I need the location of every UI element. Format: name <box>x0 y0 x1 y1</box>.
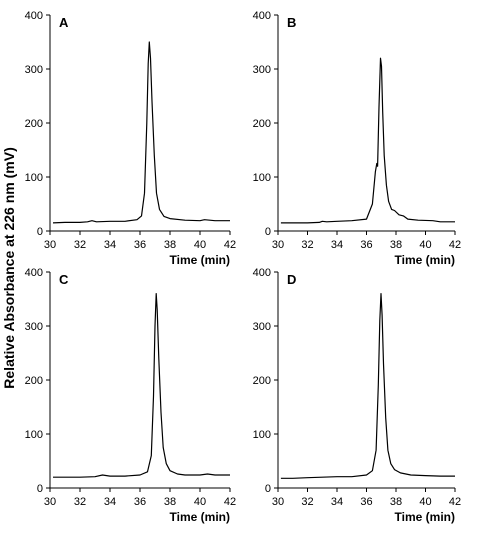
panel-a-x-tick-label: 38 <box>164 239 176 251</box>
panel-d-y-tick-label: 400 <box>253 267 271 279</box>
panel-d-y-tick-label: 300 <box>253 321 271 333</box>
panel-c-x-tick-label: 42 <box>224 496 236 508</box>
panel-c-y-tick-label: 0 <box>37 483 43 495</box>
panel-b-letter: B <box>287 15 296 30</box>
panel-d-letter: D <box>287 272 296 287</box>
panel-c-x-tick-label: 38 <box>164 496 176 508</box>
panel-b-x-tick-label: 30 <box>272 239 284 251</box>
panel-a-x-tick-label: 30 <box>44 239 56 251</box>
panel-b-x-tick-label: 40 <box>419 239 431 251</box>
panel-a-y-tick-label: 100 <box>25 172 43 184</box>
panel-b-x-axis-label: Time (min) <box>395 253 455 267</box>
panel-c-x-tick-label: 36 <box>134 496 146 508</box>
panel-d: 0 100 200 300 400 30 32 34 36 38 40 42 Time (min) D <box>253 267 461 524</box>
panel-a-y-tick-label: 200 <box>25 118 43 130</box>
panel-a-x-tick-label: 32 <box>74 239 86 251</box>
panel-d-y-tick-label: 100 <box>253 429 271 441</box>
panel-a-y-tick-label: 400 <box>25 10 43 22</box>
panel-a-x-axis-label: Time (min) <box>170 253 230 267</box>
panel-c-x-tick-label: 32 <box>74 496 86 508</box>
panel-c-chromatogram-line <box>53 293 230 478</box>
panel-b-y-tick-label: 400 <box>253 10 271 22</box>
panel-d-y-tick-label: 200 <box>253 375 271 387</box>
panel-b-x-tick-label: 34 <box>331 239 343 251</box>
panel-d-x-axis-label: Time (min) <box>395 510 455 524</box>
panel-c-x-tick-label: 30 <box>44 496 56 508</box>
panel-b-y-tick-label: 300 <box>253 64 271 76</box>
panel-c-y-tick-label: 200 <box>25 375 43 387</box>
panel-d-x-tick-label: 36 <box>360 496 372 508</box>
panel-b-x-tick-label: 32 <box>301 239 313 251</box>
panel-d-x-tick-label: 38 <box>390 496 402 508</box>
panel-c: 0 100 200 300 400 30 32 34 36 38 40 42 Time (min) C <box>25 267 236 524</box>
panel-c-letter: C <box>59 272 69 287</box>
panel-d-x-tick-label: 40 <box>419 496 431 508</box>
panel-c-x-axis-label: Time (min) <box>170 510 230 524</box>
panel-c-y-tick-label: 400 <box>25 267 43 279</box>
panel-d-y-tick-label: 0 <box>265 483 271 495</box>
panel-a-x-tick-label: 36 <box>134 239 146 251</box>
panel-a-y-tick-label: 300 <box>25 64 43 76</box>
shared-y-axis-title: Relative Absorbance at 226 nm (mV) <box>1 147 17 388</box>
panel-a-x-tick-label: 40 <box>194 239 206 251</box>
panel-b-chromatogram-line <box>280 57 455 224</box>
panel-b-y-tick-label: 100 <box>253 172 271 184</box>
panel-b-y-tick-label: 0 <box>265 226 271 238</box>
panel-a-x-tick-label: 34 <box>104 239 116 251</box>
panel-a: 0 100 200 300 400 30 32 34 36 38 40 42 Time (min) A <box>25 10 236 267</box>
panel-a-y-tick-label: 0 <box>37 226 43 238</box>
panel-c-y-tick-label: 300 <box>25 321 43 333</box>
panel-a-x-tick-label: 42 <box>224 239 236 251</box>
panel-a-chromatogram-line <box>52 41 230 224</box>
panel-a-letter: A <box>59 15 69 30</box>
panel-d-x-tick-label: 34 <box>331 496 343 508</box>
panel-b: 0 100 200 300 400 30 32 34 36 38 40 42 Time (min) B <box>253 10 461 267</box>
panel-c-y-tick-label: 100 <box>25 429 43 441</box>
panel-b-x-tick-label: 42 <box>449 239 461 251</box>
panel-d-x-tick-label: 30 <box>272 496 284 508</box>
panel-c-x-tick-label: 34 <box>104 496 116 508</box>
panel-c-x-tick-label: 40 <box>194 496 206 508</box>
panel-b-x-tick-label: 38 <box>390 239 402 251</box>
panel-d-chromatogram-line <box>280 293 455 479</box>
panel-d-x-tick-label: 42 <box>449 496 461 508</box>
panel-d-x-tick-label: 32 <box>301 496 313 508</box>
panel-b-y-tick-label: 200 <box>253 118 271 130</box>
panel-b-x-tick-label: 36 <box>360 239 372 251</box>
